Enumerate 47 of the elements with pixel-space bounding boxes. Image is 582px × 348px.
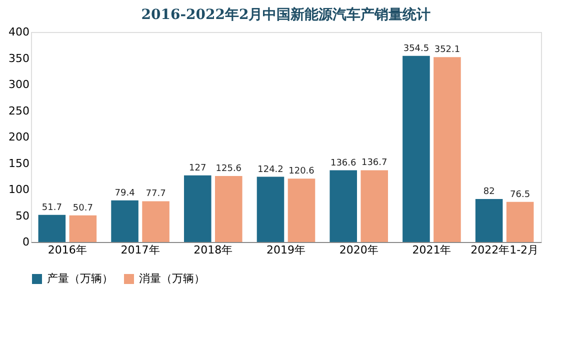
data-label: 125.6 (216, 164, 242, 174)
x-tick-label: 2018年 (194, 244, 233, 256)
data-label: 79.4 (114, 188, 136, 198)
bar (215, 176, 242, 242)
bar (69, 215, 97, 242)
x-tick-label: 2017年 (120, 244, 160, 256)
data-label: 76.5 (510, 190, 530, 200)
x-tick-label: 2022年1-2月 (470, 244, 539, 256)
data-label: 120.6 (288, 166, 315, 177)
data-label: 136.6 (330, 158, 357, 168)
x-tick-label: 2020年 (339, 244, 378, 256)
y-tick-label: 150 (8, 156, 30, 170)
y-tick-label: 300 (8, 78, 30, 91)
y-tick-label: 250 (8, 104, 30, 118)
data-label: 124.2 (258, 164, 284, 175)
y-tick-label: 50 (16, 209, 30, 222)
bar (38, 214, 66, 242)
x-tick-label: 2016年 (48, 244, 87, 256)
data-label: 77.7 (146, 189, 166, 200)
legend-label: 消量（万辆） (139, 272, 205, 285)
y-tick-label: 200 (8, 130, 30, 144)
bar (475, 198, 503, 242)
bar (256, 176, 284, 242)
chart-title: 2016-2022年2月中国新能源汽车产销量统计 (141, 6, 431, 23)
bar (184, 175, 212, 242)
data-label: 50.7 (72, 203, 93, 214)
legend-label: 产量（万辆） (47, 272, 113, 285)
bar (111, 200, 138, 242)
data-label: 127 (189, 163, 206, 174)
data-label: 136.7 (361, 158, 388, 168)
bar (360, 170, 388, 242)
data-label: 51.7 (42, 202, 62, 213)
bar (506, 202, 534, 242)
bar (434, 57, 461, 242)
bar (402, 56, 430, 242)
y-tick-label: 0 (22, 236, 30, 248)
x-tick-label: 2021年 (412, 244, 452, 256)
y-tick-label: 350 (8, 52, 30, 65)
data-label: 352.1 (434, 45, 460, 56)
x-tick-label: 2019年 (266, 244, 306, 256)
data-label: 354.5 (403, 44, 430, 54)
data-label: 82 (483, 186, 495, 197)
bar (288, 178, 316, 242)
bar (142, 201, 170, 242)
bar (330, 170, 357, 242)
y-tick-label: 400 (8, 26, 30, 38)
y-tick-label: 100 (8, 183, 30, 196)
